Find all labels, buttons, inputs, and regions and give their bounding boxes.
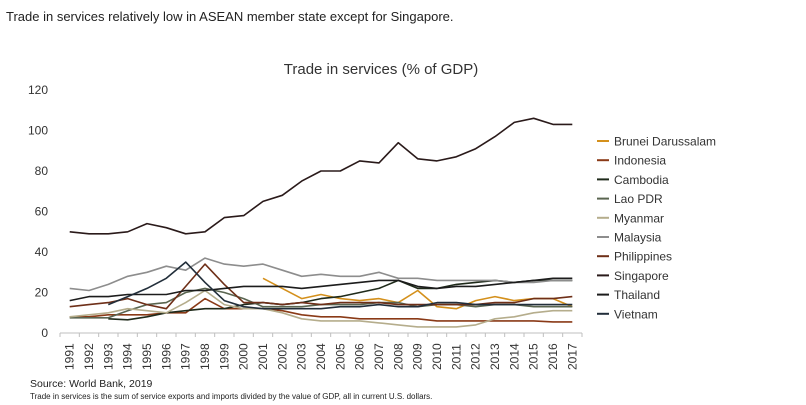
x-tick-label: 1995 (140, 343, 154, 370)
legend-label: Brunei Darussalam (614, 135, 716, 149)
x-tick-label: 1991 (63, 343, 77, 370)
y-tick-label: 40 (35, 245, 49, 259)
series-line (262, 277, 573, 310)
x-tick-label: 2017 (565, 343, 579, 370)
x-tick-label: 2009 (411, 343, 425, 370)
legend-label: Indonesia (614, 154, 666, 168)
y-tick-label: 80 (35, 164, 49, 178)
x-tick-label: 2010 (430, 343, 444, 370)
series-line (69, 277, 573, 302)
x-tick-label: 1998 (198, 343, 212, 370)
series-line (108, 279, 573, 321)
definition-note: Trade in services is the sum of service … (30, 392, 433, 401)
headline: Trade in services relatively low in ASEA… (6, 9, 454, 24)
y-tick-label: 60 (35, 205, 49, 219)
line-chart: Trade in services (% of GDP) 0 20 40 60 80 10… (28, 61, 716, 370)
y-tick-label: 0 (41, 326, 48, 340)
legend-label: Lao PDR (614, 192, 663, 206)
series-line (69, 289, 573, 328)
x-tick-label: 2014 (507, 343, 521, 370)
x-axis: 1991 1992 1993 1994 1995 1996 1997 1998 1999 2000… (59, 332, 583, 370)
x-tick-label: 2003 (295, 343, 309, 370)
x-tick-label: 2001 (256, 343, 270, 370)
y-axis: 0 20 40 60 80 100 120 (28, 83, 48, 340)
legend-label: Philippines (614, 250, 672, 264)
y-tick-label: 100 (28, 124, 48, 138)
legend-label: Singapore (614, 269, 669, 283)
series-lines (69, 117, 573, 328)
series-line (69, 117, 573, 235)
legend-label: Myanmar (614, 211, 664, 225)
y-tick-label: 20 (35, 286, 49, 300)
x-tick-label: 2007 (372, 343, 386, 370)
y-tick-label: 120 (28, 83, 48, 97)
x-tick-label: 1997 (179, 343, 193, 370)
x-tick-label: 2011 (449, 344, 463, 370)
series-line (107, 261, 573, 310)
x-tick-label: 2012 (469, 343, 483, 370)
x-tick-label: 2006 (353, 343, 367, 370)
x-tick-label: 2000 (237, 343, 251, 370)
x-tick-label: 2002 (275, 343, 289, 370)
x-tick-label: 1999 (217, 343, 231, 370)
legend-label: Malaysia (614, 231, 662, 245)
series-line (69, 257, 573, 292)
series-line (69, 263, 573, 310)
legend: Brunei Darussalam Indonesia Cambodia Lao PD… (597, 135, 716, 321)
x-tick-label: 1992 (82, 343, 96, 370)
source-note: Source: World Bank, 2019 (30, 378, 153, 390)
legend-label: Vietnam (614, 307, 658, 321)
x-tick-label: 2005 (333, 343, 347, 370)
chart-title: Trade in services (% of GDP) (284, 61, 479, 78)
x-tick-label: 1996 (159, 343, 173, 370)
x-tick-label: 2016 (546, 343, 560, 370)
x-tick-label: 1993 (101, 343, 115, 370)
x-tick-label: 2004 (314, 343, 328, 370)
x-tick-label: 2013 (488, 343, 502, 370)
x-tick-label: 1994 (121, 343, 135, 370)
x-tick-label: 2015 (527, 343, 541, 370)
legend-label: Cambodia (614, 173, 669, 187)
legend-label: Thailand (614, 288, 660, 302)
x-tick-label: 2008 (391, 343, 405, 370)
